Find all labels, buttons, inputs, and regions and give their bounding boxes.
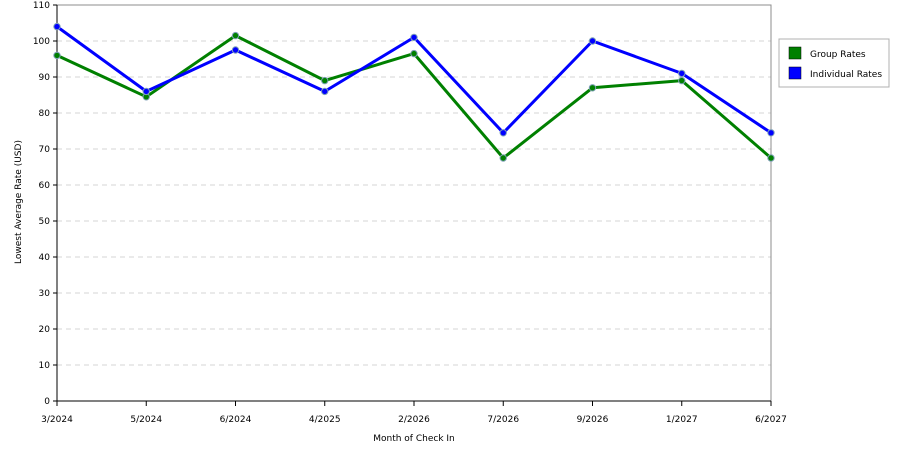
data-point-individual-rates (588, 37, 597, 45)
x-tick-label: 6/2027 (755, 415, 787, 425)
data-point-group-rates (767, 154, 775, 162)
y-tick-label: 60 (39, 181, 51, 191)
y-tick-label: 40 (39, 253, 51, 263)
data-point-group-rates (53, 51, 61, 60)
y-axis-title: Lowest Average Rate (USD) (14, 140, 24, 264)
x-tick-label: 9/2026 (577, 415, 609, 425)
legend-swatch-individual-rates (788, 66, 802, 80)
data-point-individual-rates (678, 69, 686, 78)
gridlines (57, 40, 771, 366)
axes: 0 10 20 30 40 50 60 70 80 90 100 110 3/2024 5/2024 6/2… (33, 1, 787, 425)
x-tick-label: 5/2024 (130, 415, 162, 425)
data-point-group-rates (231, 31, 240, 40)
data-point-individual-rates (499, 129, 507, 137)
x-tick-label: 2/2026 (398, 415, 430, 425)
y-tick-label: 0 (44, 397, 50, 407)
x-axis-title: Month of Check In (373, 434, 455, 444)
x-tick-label: 3/2024 (41, 415, 73, 425)
y-tick-label: 20 (39, 325, 51, 335)
data-point-individual-rates (231, 46, 240, 54)
x-tick-label: 4/2025 (309, 415, 341, 425)
y-tick-label: 100 (33, 37, 50, 47)
y-tick-label: 90 (39, 73, 51, 83)
x-tick-label: 6/2024 (220, 415, 252, 425)
data-point-group-rates (588, 84, 597, 92)
x-tick-label: 1/2027 (666, 415, 698, 425)
y-tick-label: 30 (39, 289, 51, 299)
data-point-group-rates (678, 76, 686, 85)
data-point-individual-rates (321, 87, 329, 96)
y-tick-label: 50 (39, 217, 51, 227)
y-tick-label: 110 (33, 1, 50, 11)
y-tick-label: 80 (39, 109, 51, 119)
data-point-group-rates (499, 154, 507, 162)
legend: Group Rates Individual Rates (778, 38, 890, 88)
legend-label-group-rates: Group Rates (810, 50, 866, 60)
data-point-group-rates (321, 76, 329, 85)
data-point-group-rates (410, 49, 418, 58)
data-point-individual-rates (767, 129, 775, 137)
y-tick-label: 70 (39, 145, 51, 155)
series-line-individual-rates (56, 25, 772, 135)
data-series (53, 22, 775, 162)
data-point-individual-rates (53, 22, 61, 31)
x-tick-label: 7/2026 (487, 415, 519, 425)
legend-label-individual-rates: Individual Rates (810, 70, 882, 80)
plot-border (56, 4, 772, 402)
legend-swatch-group-rates (788, 46, 802, 60)
data-point-individual-rates (410, 33, 418, 42)
y-tick-label: 10 (39, 361, 51, 371)
data-point-individual-rates (142, 87, 150, 96)
